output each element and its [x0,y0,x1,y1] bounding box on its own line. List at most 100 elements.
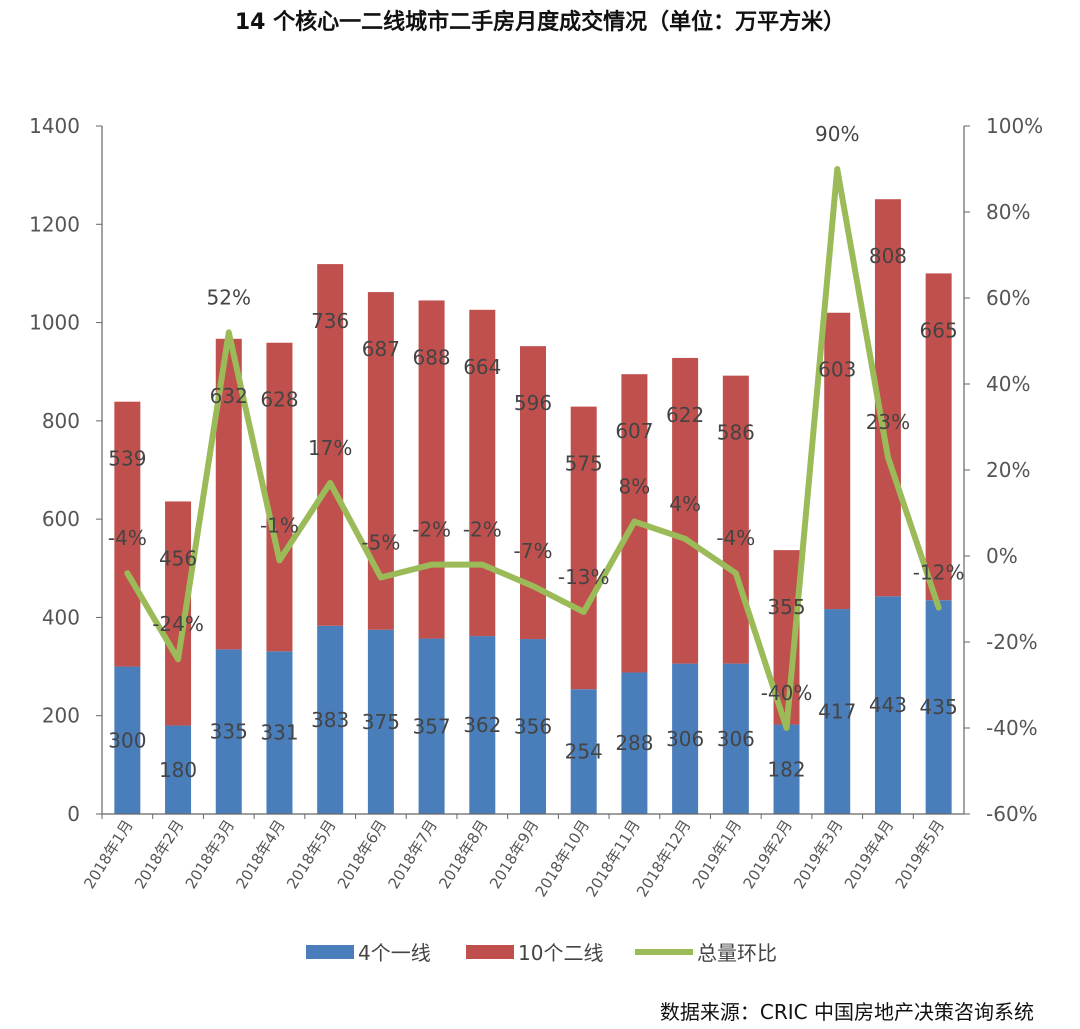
legend-label: 4个一线 [358,941,431,965]
mom-point [733,570,739,576]
bar-tier1 [824,609,851,814]
x-tick-label: 2018年2月 [131,817,187,892]
right-tick-label: 100% [986,114,1043,138]
bar-tier2-label: 665 [920,318,958,342]
x-tick-label: 2018年5月 [283,817,339,892]
mom-label: -2% [463,518,502,542]
bar-tier1-label: 306 [717,727,755,751]
right-tick-label: 20% [986,458,1030,482]
mom-point [479,562,485,568]
bar-tier1 [520,639,546,814]
right-tick-label: 0% [986,544,1018,568]
left-tick-label: 1000 [29,311,80,335]
left-axis: 0 200 400 600 800 1000 1200 1400 [29,114,103,826]
bar-tier2-label: 622 [666,403,704,427]
mom-label: 90% [815,122,859,146]
x-tick-label: 2018年7月 [385,817,441,892]
bar-tier1 [165,725,192,814]
bar-tier2-label: 628 [260,388,298,412]
bar-tier2-label: 603 [818,358,856,382]
bar-tier1 [266,651,293,814]
bar-tier2-label: 664 [463,355,501,379]
x-tick-label: 2018年9月 [486,817,542,892]
legend-label: 10个二线 [518,941,603,965]
bar-tier1 [469,636,496,814]
mom-label: -40% [761,681,813,705]
bar-tier2 [722,375,749,664]
legend: 4个一线 10个二线 总量环比 [306,941,777,965]
bar-tier1 [672,663,699,814]
mom-point [834,166,840,172]
mom-label: 52% [207,285,251,309]
mom-label: -4% [108,526,147,550]
bar-tier2-label: 575 [565,452,603,476]
bar-tier1 [418,638,445,814]
mom-point [175,656,181,662]
bar-tier2 [672,357,699,664]
bar-tier1-label: 288 [615,731,653,755]
right-tick-label: 40% [986,372,1030,396]
mom-label: -24% [152,612,204,636]
bar-tier2-label: 632 [210,384,248,408]
mom-label: -12% [913,561,965,585]
right-axis: -60% -40% -20% 0% 20% 40% 60% 80% 100% [963,114,1043,826]
bar-tier1 [114,666,141,814]
x-tick-label: 2019年2月 [739,817,795,892]
bar-tier1 [874,596,901,814]
bar-tier1-label: 375 [362,710,400,734]
left-tick-label: 600 [42,507,80,531]
bar-tier1-label: 306 [666,727,704,751]
mom-point [530,583,536,589]
bar-tier2 [469,309,496,637]
bar-tier1-label: 182 [767,757,805,781]
bar-tier2-label: 596 [514,391,552,415]
x-tick-label: 2018年6月 [334,817,390,892]
bar-tier2 [925,273,952,601]
mom-label: -7% [514,539,553,563]
bar-tier2 [114,401,141,667]
bar-tier1-label: 357 [412,714,450,738]
bar-tier1 [925,600,952,814]
right-tick-label: 60% [986,286,1030,310]
bar-tier1 [367,629,394,814]
bar-tier1-label: 362 [463,713,501,737]
bar-tier2-label: 355 [767,595,805,619]
bar-tier2 [317,264,344,626]
bar-tier1-label: 417 [818,700,856,724]
bar-tier1-label: 356 [514,715,552,739]
legend-swatch [466,945,514,959]
left-tick-label: 1400 [29,114,80,138]
x-tick-label: 2018年4月 [232,817,288,892]
mom-point [276,557,282,563]
mom-label: -5% [361,531,400,555]
bar-tier2-label: 808 [869,244,907,268]
bar-tier1-label: 435 [920,695,958,719]
bar-tier2-label: 736 [311,309,349,333]
right-tick-label: 80% [986,200,1030,224]
left-tick-label: 800 [42,409,80,433]
bar-tier1 [215,649,242,814]
bar-tier1 [621,672,648,814]
mom-label: -1% [260,513,299,537]
chart-title: 14 个核心一二线城市二手房月度成交情况（单位：万平方米） [234,10,846,35]
mom-point [936,605,942,611]
data-labels-group: 300 539 180 456 335 632 331 628 383 736 375 687 357 6… [108,122,965,782]
bar-tier1-label: 335 [210,720,248,744]
mom-label: 4% [669,492,701,516]
mom-point [784,725,790,731]
bar-tier1-label: 300 [108,728,146,752]
x-tick-label: 2018年8月 [435,817,491,892]
mom-label: 17% [308,436,352,460]
bars-group [114,199,952,814]
bar-tier1 [570,689,597,814]
line-group [124,166,942,731]
x-tick-label: 2019年1月 [689,817,745,892]
left-tick-label: 0 [67,802,80,826]
bar-tier2 [570,406,597,690]
mom-point [885,454,891,460]
bar-tier1-label: 383 [311,708,349,732]
bar-tier1 [317,625,344,814]
bar-tier2-label: 607 [615,419,653,443]
mom-label: -2% [412,518,451,542]
source-note: 数据来源：CRIC 中国房地产决策咨询系统 [659,1000,1034,1024]
